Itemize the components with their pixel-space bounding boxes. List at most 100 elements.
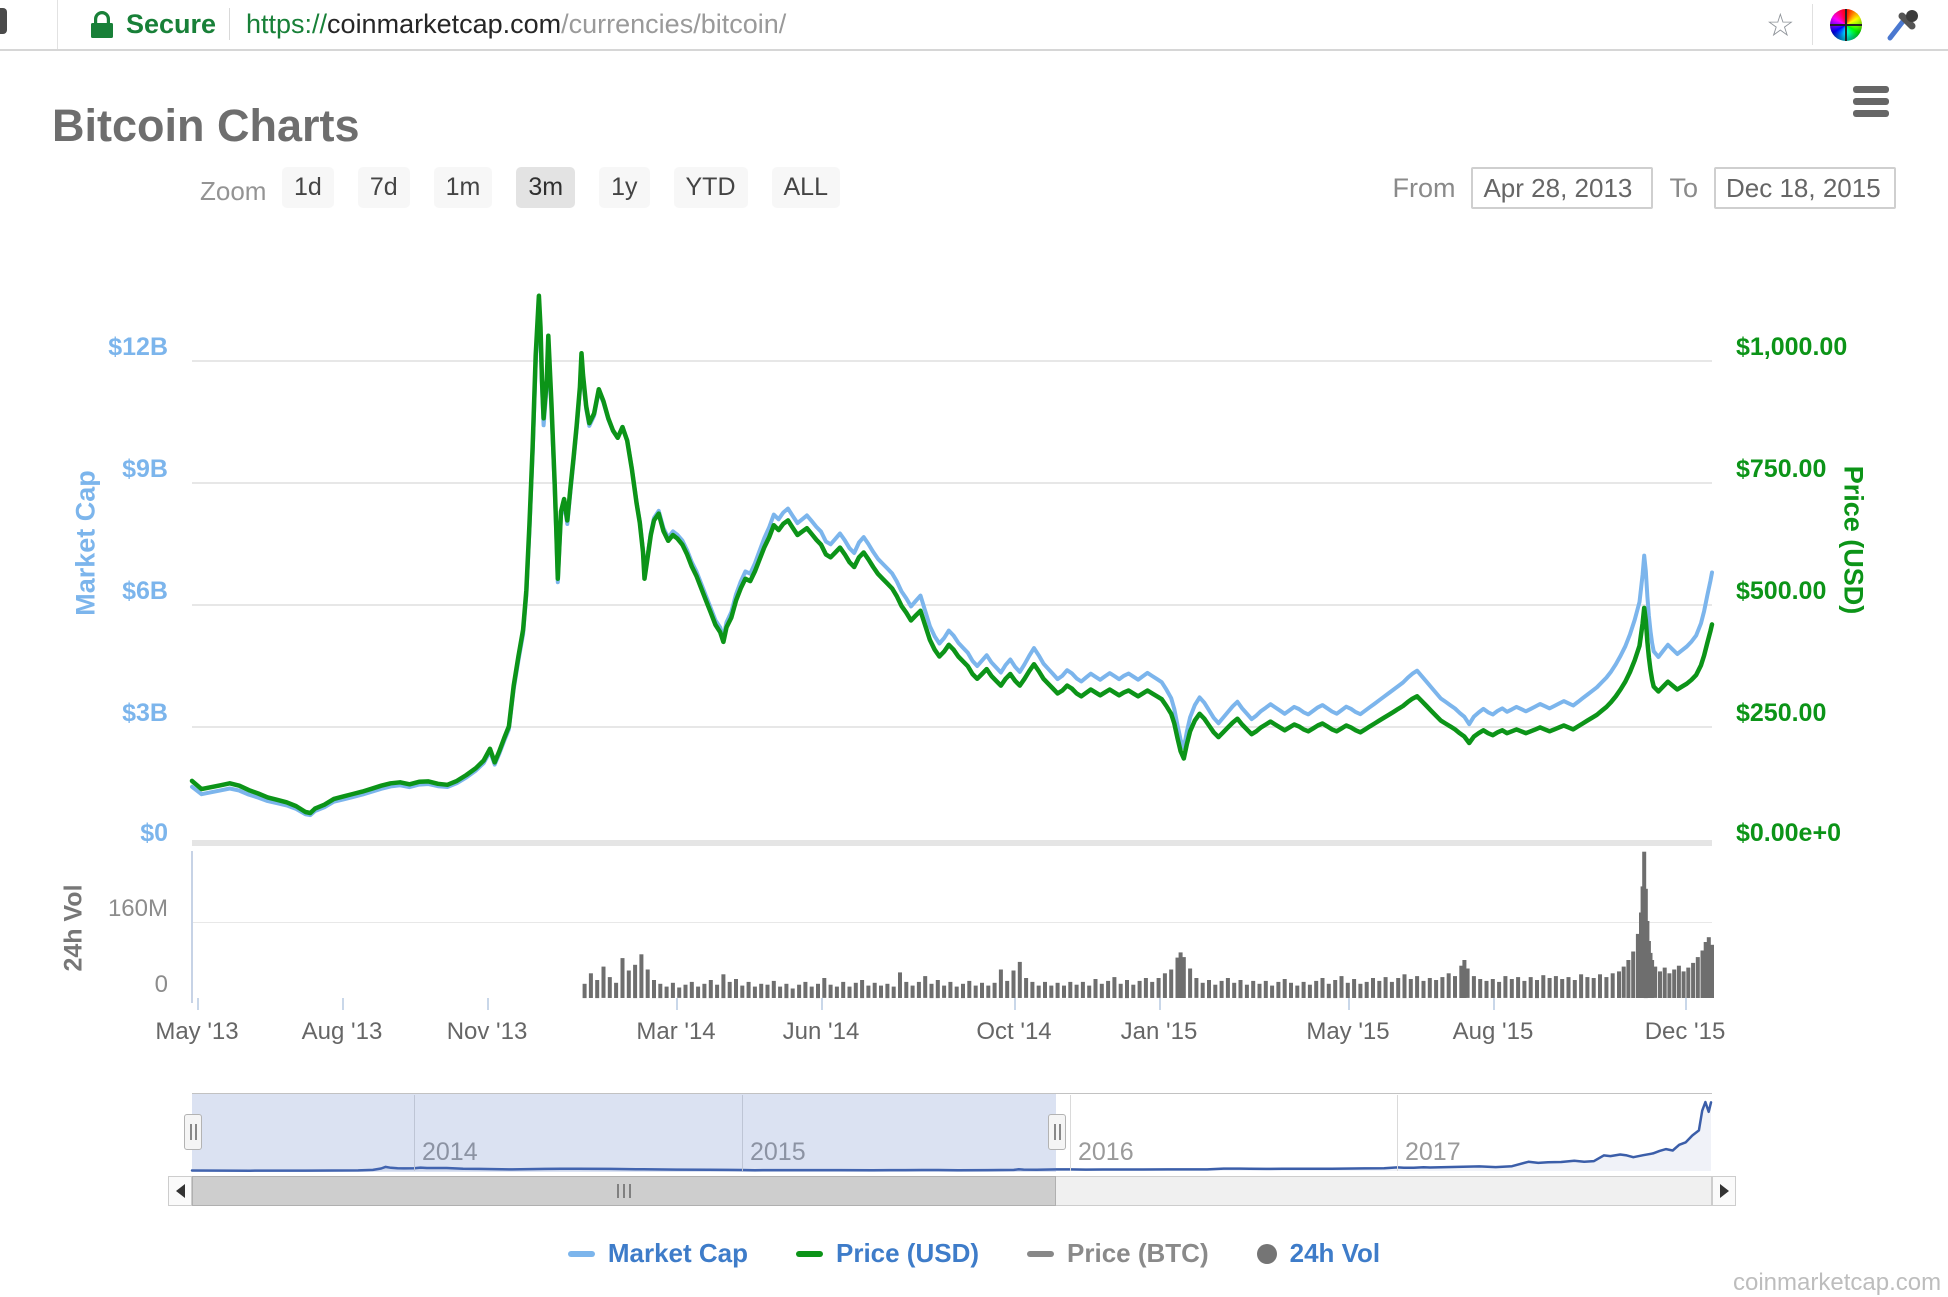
eyedropper-extension-icon[interactable]: [1886, 8, 1920, 42]
price-usd-line-swatch: [795, 1250, 823, 1257]
zoom-ytd-button[interactable]: YTD: [673, 167, 748, 208]
x-tick: [1014, 998, 1016, 1010]
secure-label[interactable]: Secure: [126, 9, 217, 39]
url-host: coinmarketcap.com: [327, 9, 562, 39]
gridline: [192, 604, 1712, 606]
navigator-year-label: 2016: [1078, 1138, 1134, 1166]
legend-item-24h-vol[interactable]: 24h Vol: [1256, 1238, 1381, 1269]
navigator-top-border: [192, 1093, 1712, 1094]
scrollbar-left-arrow[interactable]: [168, 1176, 192, 1206]
url-divider: [229, 8, 230, 40]
x-axis-label: May '13: [155, 1018, 239, 1045]
x-axis-label: Jun '14: [782, 1018, 860, 1045]
date-range-controls: From To: [1392, 167, 1896, 209]
x-axis-label: Jan '15: [1120, 1018, 1198, 1045]
x-axis-label: Aug '15: [1452, 1018, 1534, 1045]
from-date-input[interactable]: [1471, 167, 1654, 209]
extensions-divider: [1812, 4, 1813, 45]
volume-circle-swatch: [1256, 1243, 1277, 1264]
to-label: To: [1669, 172, 1698, 203]
right-axis-tick: $250.00: [1736, 699, 1827, 727]
left-axis-tick: $9B: [122, 455, 168, 483]
navigator-year-gridline: [742, 1095, 743, 1171]
x-axis-label: May '15: [1306, 1018, 1390, 1045]
watermark: coinmarketcap.com: [1733, 1269, 1942, 1296]
zoom-1d-button[interactable]: 1d: [282, 167, 334, 208]
chart-context-menu-icon[interactable]: [1853, 86, 1889, 118]
zero-axis-line: [192, 840, 1712, 846]
navigator-year-gridline: [414, 1095, 415, 1171]
url-field[interactable]: https://coinmarketcap.com/currencies/bit…: [246, 9, 786, 40]
volume-axis-line: [191, 851, 193, 1003]
right-axis-tick: $500.00: [1736, 577, 1827, 605]
right-axis-tick: $750.00: [1736, 455, 1827, 483]
right-axis-tick: $1,000.00: [1736, 333, 1848, 361]
right-arrow-icon: [1719, 1184, 1729, 1198]
navigator-year-label: 2017: [1405, 1138, 1461, 1166]
window-edge-artifact: [0, 8, 7, 34]
x-tick: [1685, 998, 1687, 1010]
page-title: Bitcoin Charts: [52, 100, 360, 152]
omnibox-divider: [57, 0, 58, 49]
bookmark-star-icon[interactable]: ☆: [1766, 7, 1795, 43]
url-scheme: https://: [246, 9, 328, 39]
x-tick: [1159, 998, 1161, 1010]
volume-axis-tick: 0: [154, 971, 168, 998]
volume-axis-tick: 160M: [107, 895, 168, 922]
volume-gridline: [192, 922, 1712, 923]
left-axis-tick: $6B: [122, 577, 168, 605]
navigator-left-handle[interactable]: [184, 1114, 202, 1150]
x-tick: [1348, 998, 1350, 1010]
x-tick: [197, 998, 199, 1010]
price-chart-plot-area[interactable]: [192, 238, 1712, 998]
price-btc-line-swatch: [1027, 1250, 1055, 1257]
color-wheel-extension-icon[interactable]: [1830, 9, 1862, 41]
navigator-year-gridline: [1397, 1095, 1398, 1171]
scrollbar-thumb[interactable]: [192, 1176, 1056, 1206]
navigator-year-label: 2014: [422, 1138, 478, 1166]
legend-label: Price (USD): [835, 1238, 980, 1268]
x-tick: [1493, 998, 1495, 1010]
x-tick: [342, 998, 344, 1010]
gridline: [192, 360, 1712, 362]
x-axis-label: Nov '13: [446, 1018, 528, 1045]
right-axis-tick: $0.00e+0: [1736, 819, 1841, 847]
legend-item-price-btc[interactable]: Price (BTC): [1027, 1238, 1209, 1269]
zoom-label: Zoom: [200, 176, 267, 206]
zoom-7d-button[interactable]: 7d: [357, 167, 410, 208]
zoom-3m-button[interactable]: 3m: [516, 167, 576, 208]
zoom-1y-button[interactable]: 1y: [599, 167, 650, 208]
navigator-year-label: 2015: [750, 1138, 806, 1166]
left-arrow-icon: [175, 1184, 185, 1198]
left-axis-tick: $0: [140, 819, 168, 847]
x-tick: [487, 998, 489, 1010]
x-axis-label: Mar '14: [636, 1018, 716, 1045]
from-label: From: [1392, 172, 1456, 203]
to-date-input[interactable]: [1714, 167, 1896, 209]
zoom-all-button[interactable]: ALL: [771, 167, 840, 208]
left-axis-tick: $3B: [122, 699, 168, 727]
gridline: [192, 482, 1712, 484]
legend-item-price-usd[interactable]: Price (USD): [795, 1238, 980, 1269]
navigator-year-gridline: [1070, 1095, 1071, 1171]
zoom-1m-button[interactable]: 1m: [433, 167, 493, 208]
chart-legend: Market Cap Price (USD) Price (BTC) 24h V…: [0, 1238, 1948, 1269]
left-axis-tick: $12B: [108, 333, 168, 361]
url-path: /currencies/bitcoin/: [561, 9, 787, 39]
secure-lock-icon[interactable]: [90, 11, 114, 39]
legend-label: Price (BTC): [1067, 1238, 1209, 1268]
zoom-button-group: 1d 7d 1m 3m 1y YTD ALL: [282, 167, 840, 208]
legend-label: 24h Vol: [1289, 1238, 1381, 1268]
x-axis-label: Dec '15: [1644, 1018, 1726, 1045]
browser-address-bar: Secure https://coinmarketcap.com/currenc…: [0, 0, 1948, 51]
x-axis-label: Aug '13: [301, 1018, 383, 1045]
navigator-right-handle[interactable]: [1048, 1114, 1066, 1150]
x-axis-label: Oct '14: [976, 1018, 1052, 1045]
scrollbar-right-arrow[interactable]: [1712, 1176, 1736, 1206]
legend-item-market-cap[interactable]: Market Cap: [567, 1238, 748, 1269]
x-tick: [821, 998, 823, 1010]
navigator-selected-range[interactable]: [192, 1094, 1056, 1172]
market-cap-line-swatch: [567, 1250, 595, 1257]
gridline: [192, 726, 1712, 728]
